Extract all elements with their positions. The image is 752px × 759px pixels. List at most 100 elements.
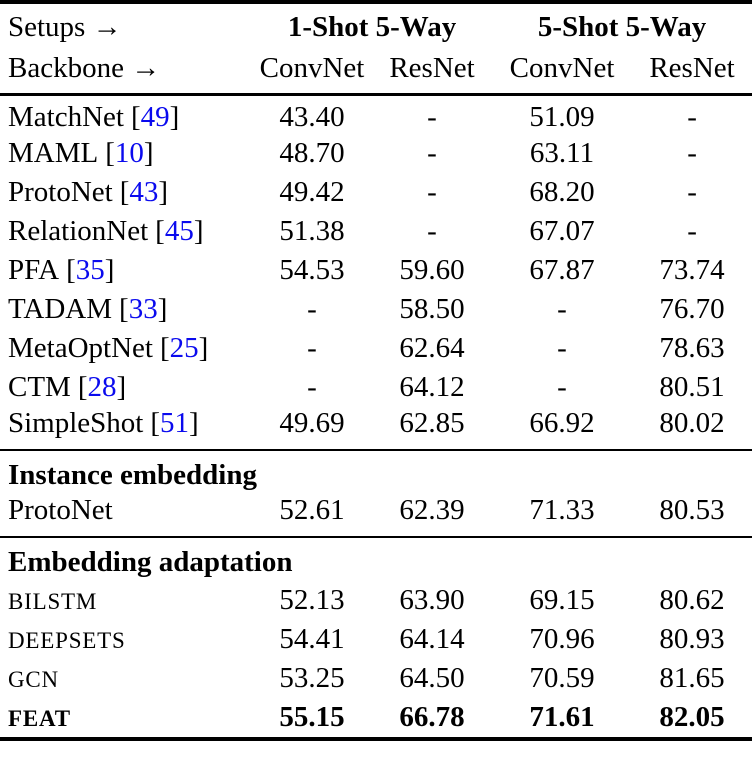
table-row: MetaOptNet [25] - 62.64 - 78.63 bbox=[0, 329, 752, 368]
citation-open-bracket: [ bbox=[66, 253, 76, 286]
value-cell: 63.90 bbox=[399, 583, 465, 616]
table-row: RelationNet [45] 51.38 - 67.07 - bbox=[0, 212, 752, 251]
value-cell: 68.20 bbox=[529, 175, 595, 208]
method-name: RelationNet bbox=[8, 214, 149, 247]
value-cell: 80.53 bbox=[659, 493, 725, 526]
value-cell: 54.53 bbox=[279, 253, 345, 286]
citation-link[interactable]: 51 bbox=[160, 406, 190, 439]
citation-open-bracket: [ bbox=[77, 370, 88, 403]
section-header-row: Instance embedding bbox=[0, 448, 752, 494]
value-cell: 81.65 bbox=[659, 661, 725, 694]
value-cell: 55.15 bbox=[279, 700, 345, 733]
citation-link[interactable]: 10 bbox=[114, 136, 144, 169]
value-cell: - bbox=[557, 331, 567, 364]
value-cell: 82.05 bbox=[659, 700, 725, 733]
citation-close-bracket: ] bbox=[193, 214, 204, 247]
citation-open-bracket: [ bbox=[159, 331, 170, 364]
value-cell: 66.78 bbox=[399, 700, 465, 733]
value-cell: 73.74 bbox=[659, 253, 725, 286]
value-cell: 76.70 bbox=[659, 292, 725, 325]
value-cell: 62.39 bbox=[399, 493, 465, 526]
method-cell: FEAT bbox=[0, 698, 252, 737]
citation-link[interactable]: 25 bbox=[169, 331, 199, 364]
section-title-instance-embedding: Instance embedding bbox=[0, 448, 752, 494]
method-cell: BILSTM bbox=[0, 581, 252, 620]
value-cell: 62.64 bbox=[399, 331, 465, 364]
citation-ref: [51] bbox=[150, 407, 198, 439]
value-cell: - bbox=[557, 370, 567, 403]
value-cell: - bbox=[427, 136, 437, 169]
value-cell: 67.87 bbox=[529, 253, 595, 286]
setups-row: Setups → 1-Shot 5-Way 5-Shot 5-Way bbox=[0, 6, 752, 49]
backbone-col-resnet-5shot: ResNet bbox=[632, 49, 752, 96]
citation-close-bracket: ] bbox=[116, 370, 127, 403]
citation-close-bracket: ] bbox=[157, 292, 168, 325]
citation-open-bracket: [ bbox=[155, 214, 165, 247]
method-name: MAML bbox=[8, 136, 99, 169]
value-cell: - bbox=[687, 175, 697, 208]
value-cell: - bbox=[687, 136, 697, 169]
method-cell: SimpleShot [51] bbox=[0, 407, 252, 450]
citation-close-bracket: ] bbox=[104, 253, 115, 286]
citation-link[interactable]: 43 bbox=[129, 175, 159, 208]
value-cell: - bbox=[307, 292, 317, 325]
setup-group-5shot-5way: 5-Shot 5-Way bbox=[537, 11, 707, 43]
table-row-feat-best: FEAT 55.15 66.78 71.61 82.05 bbox=[0, 698, 752, 737]
citation-close-bracket: ] bbox=[169, 100, 180, 133]
method-name: FEAT bbox=[8, 705, 71, 731]
value-cell: 67.07 bbox=[529, 214, 595, 247]
value-cell: - bbox=[427, 214, 437, 247]
method-name: TADAM bbox=[8, 292, 113, 325]
value-cell: 71.33 bbox=[529, 493, 595, 526]
citation-ref: [28] bbox=[78, 371, 126, 403]
citation-ref: [35] bbox=[66, 254, 114, 286]
citation-ref: [43] bbox=[120, 176, 168, 208]
citation-ref: [33] bbox=[119, 293, 167, 325]
method-name: ProtoNet bbox=[8, 175, 113, 208]
table-row: MAML [10] 48.70 - 63.11 - bbox=[0, 134, 752, 173]
citation-ref: [45] bbox=[155, 215, 203, 247]
citation-link[interactable]: 28 bbox=[87, 370, 117, 403]
citation-open-bracket: [ bbox=[130, 100, 141, 133]
method-cell: MatchNet [49] bbox=[0, 94, 252, 134]
few-shot-results-table: Setups → 1-Shot 5-Way 5-Shot 5-Way Backb… bbox=[0, 0, 752, 741]
value-cell: - bbox=[307, 370, 317, 403]
section-header-row: Embedding adaptation bbox=[0, 535, 752, 581]
citation-ref: [49] bbox=[131, 101, 179, 133]
value-cell: 80.51 bbox=[659, 370, 725, 403]
value-cell: 51.38 bbox=[279, 214, 345, 247]
value-cell: 70.96 bbox=[529, 622, 595, 655]
instance-embedding-section: Instance embedding ProtoNet 52.61 62.39 … bbox=[0, 448, 752, 537]
method-name: PFA bbox=[8, 253, 60, 286]
section-title-embedding-adaptation: Embedding adaptation bbox=[0, 535, 752, 581]
method-cell: CTM [28] bbox=[0, 368, 252, 407]
citation-link[interactable]: 45 bbox=[164, 214, 194, 247]
value-cell: 62.85 bbox=[399, 406, 465, 439]
citation-link[interactable]: 35 bbox=[75, 253, 105, 286]
method-cell: ProtoNet [43] bbox=[0, 173, 252, 212]
value-cell: 70.59 bbox=[529, 661, 595, 694]
citation-open-bracket: [ bbox=[150, 406, 161, 439]
citation-close-bracket: ] bbox=[198, 331, 209, 364]
method-cell: DEEPSETS bbox=[0, 620, 252, 659]
table-row: DEEPSETS 54.41 64.14 70.96 80.93 bbox=[0, 620, 752, 659]
results-table: Setups → 1-Shot 5-Way 5-Shot 5-Way Backb… bbox=[0, 6, 752, 737]
citation-open-bracket: [ bbox=[119, 175, 130, 208]
backbone-col-resnet-1shot: ResNet bbox=[372, 49, 493, 96]
citation-link[interactable]: 49 bbox=[140, 100, 170, 133]
value-cell: 80.93 bbox=[659, 622, 725, 655]
value-cell: 71.61 bbox=[529, 700, 595, 733]
citation-ref: [25] bbox=[160, 332, 208, 364]
citation-link[interactable]: 33 bbox=[128, 292, 158, 325]
value-cell: - bbox=[557, 292, 567, 325]
value-cell: 52.13 bbox=[279, 583, 345, 616]
backbone-row-label: Backbone → bbox=[0, 49, 252, 96]
method-name: CTM bbox=[8, 370, 71, 403]
value-cell: 64.14 bbox=[399, 622, 465, 655]
method-cell: GCN bbox=[0, 659, 252, 698]
value-cell: 80.02 bbox=[659, 406, 725, 439]
backbone-row: Backbone → ConvNet ResNet ConvNet ResNet bbox=[0, 49, 752, 96]
table-row: CTM [28] - 64.12 - 80.51 bbox=[0, 368, 752, 407]
value-cell: 64.12 bbox=[399, 370, 465, 403]
citation-open-bracket: [ bbox=[119, 292, 129, 325]
